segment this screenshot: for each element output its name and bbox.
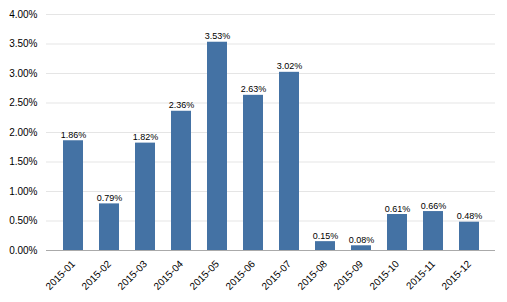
svg-text:4.00%: 4.00% (9, 9, 37, 20)
svg-text:2.36%: 2.36% (169, 100, 195, 110)
svg-text:2.00%: 2.00% (9, 127, 37, 138)
svg-text:2015-09: 2015-09 (331, 258, 365, 292)
svg-text:2015-07: 2015-07 (259, 258, 293, 292)
svg-text:0.00%: 0.00% (9, 245, 37, 256)
svg-text:2015-04: 2015-04 (151, 258, 185, 292)
svg-text:3.00%: 3.00% (9, 68, 37, 79)
svg-text:1.86%: 1.86% (61, 130, 87, 140)
svg-text:1.00%: 1.00% (9, 186, 37, 197)
svg-text:2015-08: 2015-08 (295, 258, 329, 292)
svg-text:0.79%: 0.79% (97, 193, 123, 203)
svg-text:0.66%: 0.66% (421, 201, 447, 211)
svg-text:3.02%: 3.02% (277, 61, 303, 71)
svg-text:0.50%: 0.50% (9, 215, 37, 226)
svg-text:2.63%: 2.63% (241, 84, 267, 94)
svg-text:2015-03: 2015-03 (115, 258, 149, 292)
svg-text:1.82%: 1.82% (133, 132, 159, 142)
svg-text:2015-10: 2015-10 (367, 258, 401, 292)
svg-text:0.08%: 0.08% (349, 235, 375, 245)
svg-text:2015-12: 2015-12 (439, 258, 473, 292)
svg-text:3.53%: 3.53% (205, 31, 231, 41)
svg-text:2015-05: 2015-05 (187, 258, 221, 292)
svg-text:3.50%: 3.50% (9, 38, 37, 49)
svg-text:0.15%: 0.15% (313, 231, 339, 241)
svg-text:1.50%: 1.50% (9, 156, 37, 167)
svg-text:0.61%: 0.61% (385, 204, 411, 214)
svg-text:2015-11: 2015-11 (404, 258, 438, 292)
svg-text:2.50%: 2.50% (9, 97, 37, 108)
svg-text:2015-01: 2015-01 (43, 258, 77, 292)
svg-text:2015-06: 2015-06 (223, 258, 257, 292)
svg-text:2015-02: 2015-02 (79, 258, 113, 292)
svg-text:0.48%: 0.48% (457, 211, 483, 221)
